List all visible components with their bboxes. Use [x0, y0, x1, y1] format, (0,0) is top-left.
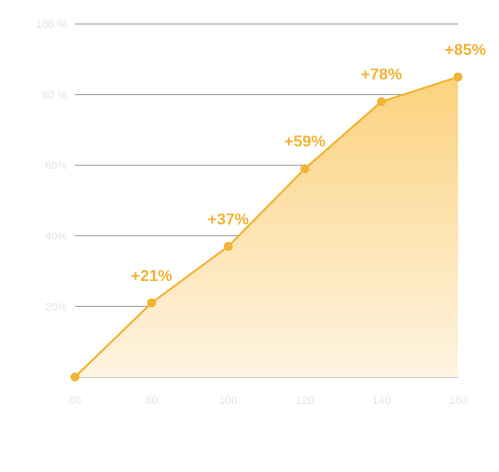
area-fill: [75, 76, 458, 377]
x-tick-label: 80: [145, 395, 157, 407]
x-tick-label: 140: [372, 395, 390, 407]
y-tick-label: 80 %: [42, 90, 67, 102]
data-label-160: +85%: [445, 42, 486, 59]
data-point-160: [453, 72, 463, 82]
x-axis-ticks: 60 80 100 120 140 160: [69, 395, 467, 407]
data-labels: +21% +37% +59% +78% +85%: [131, 42, 486, 285]
data-points: [70, 72, 463, 382]
y-axis-ticks: 100 % 80 % 60% 40% 20%: [36, 19, 67, 313]
data-point-140: [376, 97, 386, 107]
x-tick-label: 120: [296, 395, 314, 407]
data-point-60: [70, 372, 80, 382]
y-tick-label: 20%: [45, 301, 67, 313]
area-layer: [74, 75, 459, 378]
x-tick-label: 100: [219, 395, 237, 407]
data-point-100: [223, 241, 233, 251]
y-tick-label: 40%: [45, 231, 67, 243]
x-tick-label: 60: [69, 395, 81, 407]
y-tick-label: 60%: [45, 160, 67, 172]
series-line: [74, 75, 459, 378]
data-point-120: [300, 164, 310, 174]
data-point-80: [147, 298, 157, 308]
x-tick-label: 160: [449, 395, 467, 407]
data-label-120: +59%: [284, 134, 325, 151]
data-label-80: +21%: [131, 268, 172, 285]
y-tick-label: 100 %: [36, 19, 67, 31]
data-label-100: +37%: [208, 211, 249, 228]
data-label-140: +78%: [361, 67, 402, 84]
